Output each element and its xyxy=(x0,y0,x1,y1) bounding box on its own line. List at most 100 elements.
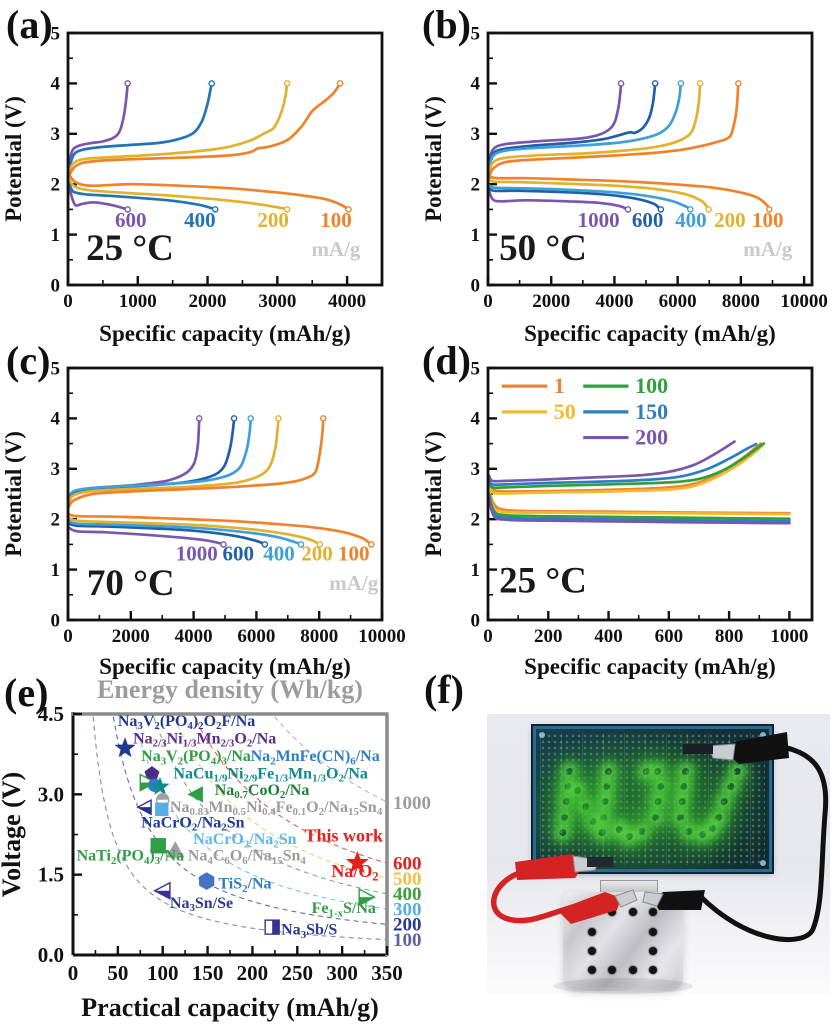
svg-text:mA/g: mA/g xyxy=(311,237,360,261)
series-line xyxy=(67,417,253,498)
pouch-hole-dot xyxy=(649,966,657,975)
svg-text:2000: 2000 xyxy=(189,291,227,312)
svg-text:Na3Sb/S: Na3Sb/S xyxy=(281,922,337,941)
svg-text:400: 400 xyxy=(263,542,295,566)
svg-text:150: 150 xyxy=(635,399,668,424)
svg-text:3: 3 xyxy=(471,124,481,145)
scatter-marker xyxy=(155,802,169,817)
svg-text:50 °C: 50 °C xyxy=(499,228,587,269)
black-clip-pouch xyxy=(642,890,705,910)
svg-text:6000: 6000 xyxy=(237,626,275,647)
svg-text:5: 5 xyxy=(51,23,61,44)
svg-text:(d): (d) xyxy=(422,338,471,383)
svg-text:1: 1 xyxy=(471,225,481,246)
svg-text:(c): (c) xyxy=(6,338,50,383)
wires-and-clips xyxy=(490,732,829,994)
svg-text:400: 400 xyxy=(393,884,422,905)
svg-text:1000: 1000 xyxy=(176,542,218,566)
svg-text:400: 400 xyxy=(675,208,707,232)
svg-text:4: 4 xyxy=(51,409,61,430)
svg-text:8000: 8000 xyxy=(722,291,760,312)
series-line xyxy=(487,183,692,211)
svg-text:8000: 8000 xyxy=(300,626,338,647)
svg-text:600: 600 xyxy=(115,208,147,232)
svg-text:0: 0 xyxy=(471,610,481,631)
black-clip-board xyxy=(683,732,789,764)
series-line xyxy=(487,175,771,211)
svg-text:Specific capacity (mAh/g): Specific capacity (mAh/g) xyxy=(99,654,351,679)
svg-text:200: 200 xyxy=(393,915,422,936)
svg-text:5: 5 xyxy=(471,358,481,379)
series-line xyxy=(68,182,217,211)
svg-text:1: 1 xyxy=(51,225,61,246)
panel-d-cycles-25c: 0 200 400 600 800 1000 0 1 2 3 4 5 Specific capacity… xyxy=(416,330,833,679)
series-line xyxy=(487,82,623,165)
svg-text:4000: 4000 xyxy=(595,291,633,312)
svg-text:4: 4 xyxy=(471,409,481,430)
board-corner-pad xyxy=(539,732,545,738)
scatter-marker xyxy=(187,786,203,803)
svg-text:400: 400 xyxy=(594,626,623,647)
scatter-marker xyxy=(150,776,170,795)
svg-text:3: 3 xyxy=(51,124,61,145)
board-corner-pad xyxy=(760,860,766,866)
pouch-hole-dot xyxy=(628,907,637,916)
svg-text:mA/g: mA/g xyxy=(743,237,792,261)
chart-d: 0 200 400 600 800 1000 0 1 2 3 4 5 Specific capacity… xyxy=(421,338,814,679)
panel-b-rate-50c: 0 2000 4000 6000 8000 10000 0 1 2 3 4 5 Specific cap… xyxy=(416,0,833,346)
scatter-marker xyxy=(150,838,166,854)
svg-text:0: 0 xyxy=(63,291,73,312)
svg-text:100: 100 xyxy=(338,542,370,566)
series-line xyxy=(487,82,683,171)
svg-text:Na2/3Ni1/3Mn2/3O2/Na: Na2/3Ni1/3Mn2/3O2/Na xyxy=(133,730,276,749)
svg-text:This work: This work xyxy=(304,825,383,845)
svg-text:200: 200 xyxy=(257,208,289,232)
pouch-hole-dot xyxy=(587,966,596,975)
svg-text:Na/O2: Na/O2 xyxy=(331,861,378,884)
series-line xyxy=(67,417,280,503)
svg-text:600: 600 xyxy=(632,208,664,232)
svg-text:1: 1 xyxy=(554,373,565,398)
series-line xyxy=(67,519,303,546)
series-line xyxy=(487,82,702,175)
svg-text:600: 600 xyxy=(393,854,422,875)
svg-text:200: 200 xyxy=(635,425,668,450)
series-line xyxy=(67,521,267,546)
svg-text:Fe1-xS/Na: Fe1-xS/Na xyxy=(312,900,376,919)
svg-text:Potential (V): Potential (V) xyxy=(421,431,446,557)
demo-photo xyxy=(487,714,830,994)
svg-text:Na3V2(PO4)2O2F/Na: Na3V2(PO4)2O2F/Na xyxy=(118,713,255,732)
board-corner-pad xyxy=(760,732,766,738)
series-line xyxy=(67,512,373,546)
series-line xyxy=(68,82,342,177)
svg-text:3: 3 xyxy=(51,459,61,480)
svg-text:3: 3 xyxy=(471,459,481,480)
svg-text:4000: 4000 xyxy=(328,291,366,312)
svg-text:300: 300 xyxy=(326,961,358,985)
series-line xyxy=(68,82,130,167)
svg-text:600: 600 xyxy=(222,542,254,566)
svg-text:Na0.83Mn0.5Ni0.4Fe0.1O2/Na15Sn: Na0.83Mn0.5Ni0.4Fe0.1O2/Na15Sn4 xyxy=(170,799,383,818)
scatter-marker xyxy=(345,850,369,873)
series-line xyxy=(68,178,289,211)
scatter-marker xyxy=(114,737,136,758)
svg-text:4000: 4000 xyxy=(175,626,213,647)
svg-text:600: 600 xyxy=(655,626,684,647)
panel-f-demo-photo: (f) xyxy=(416,660,833,1026)
svg-text:NaCrO2/Na2Sn: NaCrO2/Na2Sn xyxy=(141,815,244,834)
svg-text:5: 5 xyxy=(51,358,61,379)
chart-a: 0 1000 2000 3000 4000 0 1 2 3 4 5 Specific capacity… xyxy=(1,2,384,346)
series-line xyxy=(487,442,766,490)
svg-text:Na3Sn/Se: Na3Sn/Se xyxy=(170,895,233,914)
svg-text:800: 800 xyxy=(715,626,744,647)
svg-text:6000: 6000 xyxy=(659,291,697,312)
svg-text:400: 400 xyxy=(184,208,216,232)
series-line xyxy=(487,497,791,525)
svg-text:500: 500 xyxy=(393,869,422,890)
scatter-marker xyxy=(199,872,215,890)
svg-text:Voltage (V): Voltage (V) xyxy=(0,772,26,897)
svg-text:3000: 3000 xyxy=(258,291,296,312)
svg-text:100: 100 xyxy=(635,373,668,398)
svg-text:100: 100 xyxy=(752,208,784,232)
svg-text:0: 0 xyxy=(63,626,73,647)
